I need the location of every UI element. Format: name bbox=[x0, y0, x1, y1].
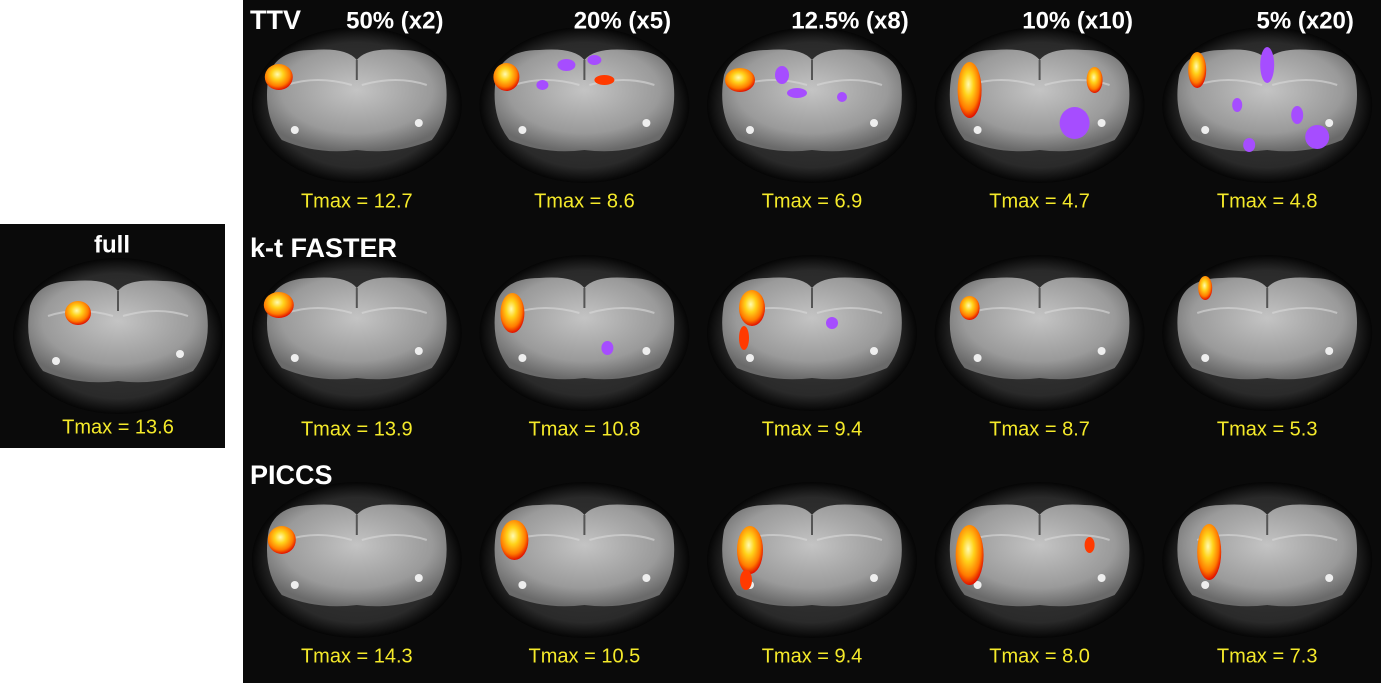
activation-negative bbox=[1059, 107, 1090, 139]
brain-image bbox=[12, 257, 224, 415]
tmax-label: Tmax = 4.7 bbox=[989, 190, 1090, 212]
tmax-label: Tmax = 4.8 bbox=[1217, 190, 1318, 212]
activation-positive bbox=[1084, 537, 1095, 553]
tmax-label: Tmax = 6.9 bbox=[762, 190, 863, 212]
method-label: PICCS bbox=[250, 460, 333, 490]
reference-tmax: Tmax = 13.6 bbox=[62, 416, 174, 438]
activation-negative bbox=[1232, 98, 1243, 112]
activation-negative bbox=[1291, 106, 1304, 124]
activation-negative bbox=[826, 317, 838, 329]
tmax-label: Tmax = 5.3 bbox=[1217, 418, 1318, 440]
activation-positive bbox=[955, 525, 984, 585]
activation-positive bbox=[493, 63, 520, 91]
activation-negative bbox=[601, 341, 614, 355]
cells bbox=[12, 26, 1374, 639]
tmax-label: Tmax = 9.4 bbox=[762, 418, 863, 440]
activation-positive bbox=[739, 326, 749, 350]
brain-image bbox=[706, 26, 918, 184]
activation-positive bbox=[1197, 524, 1222, 580]
activation-negative bbox=[1243, 138, 1256, 152]
activation-negative bbox=[1260, 47, 1275, 83]
brain-image bbox=[933, 254, 1146, 412]
method-label: k-t FASTER bbox=[250, 233, 397, 263]
tmax-label: Tmax = 10.5 bbox=[529, 645, 641, 667]
activation-positive bbox=[740, 570, 752, 590]
activation-positive bbox=[957, 62, 982, 118]
brain-image bbox=[1161, 481, 1374, 639]
labels: full Tmax = 13.6 50% (x2) 20% (x5) 12.5% (… bbox=[62, 5, 1354, 667]
activation-positive bbox=[739, 290, 765, 326]
activation-negative bbox=[557, 59, 576, 71]
activation-positive bbox=[263, 292, 294, 318]
tmax-label: Tmax = 8.6 bbox=[534, 190, 635, 212]
tmax-label: Tmax = 14.3 bbox=[301, 645, 413, 667]
brain-image bbox=[250, 254, 463, 412]
activation-negative bbox=[837, 92, 847, 102]
method-label: TTV bbox=[250, 5, 301, 35]
activation-positive bbox=[264, 64, 293, 90]
column-header: 10% (x10) bbox=[1022, 7, 1133, 34]
activation-negative bbox=[787, 88, 807, 98]
tmax-label: Tmax = 8.0 bbox=[989, 645, 1090, 667]
tmax-label: Tmax = 10.8 bbox=[529, 418, 641, 440]
brain-image bbox=[706, 254, 918, 412]
activation-positive bbox=[65, 301, 91, 325]
tmax-label: Tmax = 13.9 bbox=[301, 418, 413, 440]
activation-positive bbox=[267, 526, 296, 554]
activation-negative bbox=[587, 55, 602, 65]
activation-positive bbox=[1198, 276, 1213, 300]
brain-image bbox=[478, 26, 691, 184]
activation-positive bbox=[1086, 67, 1103, 93]
brain-image bbox=[250, 26, 463, 184]
column-header: 5% (x20) bbox=[1257, 7, 1354, 34]
tmax-label: Tmax = 9.4 bbox=[762, 645, 863, 667]
tmax-label: Tmax = 12.7 bbox=[301, 190, 413, 212]
brain-image bbox=[478, 481, 691, 639]
activation-positive bbox=[594, 75, 615, 85]
column-header: 12.5% (x8) bbox=[791, 7, 908, 34]
brain-image bbox=[1161, 254, 1374, 412]
activation-positive bbox=[1188, 52, 1207, 88]
activation-negative bbox=[775, 66, 789, 84]
activation-positive bbox=[725, 68, 755, 92]
activation-negative bbox=[1305, 125, 1330, 149]
reference-label: full bbox=[94, 231, 130, 258]
activation-positive bbox=[500, 520, 529, 560]
column-header: 20% (x5) bbox=[574, 7, 671, 34]
tmax-label: Tmax = 8.7 bbox=[989, 418, 1090, 440]
activation-positive bbox=[959, 296, 980, 320]
brain-image bbox=[478, 254, 691, 412]
column-header: 50% (x2) bbox=[346, 7, 443, 34]
activation-positive bbox=[500, 293, 525, 333]
brain-image bbox=[250, 481, 463, 639]
tmax-label: Tmax = 7.3 bbox=[1217, 645, 1318, 667]
activation-negative bbox=[536, 80, 549, 90]
activation-positive bbox=[737, 526, 763, 574]
